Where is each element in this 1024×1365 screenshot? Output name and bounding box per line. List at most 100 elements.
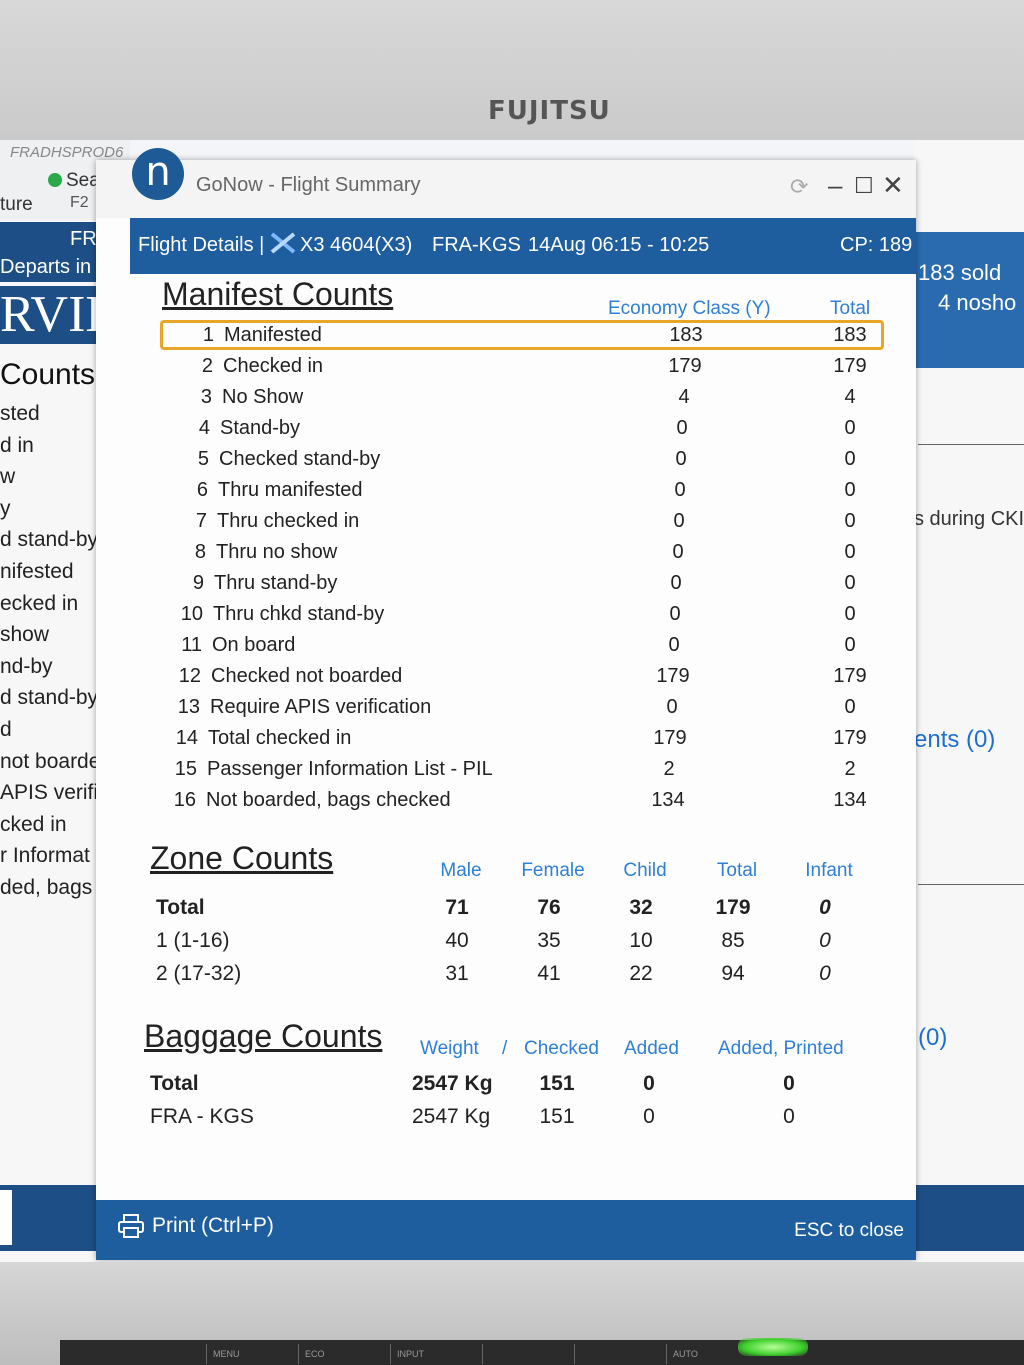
host-name: FRADHSPROD6 xyxy=(10,144,124,161)
row-label: Total checked in xyxy=(208,727,352,749)
minimize-button[interactable]: – xyxy=(828,170,843,200)
flight-number: X3 4604(X3) xyxy=(300,234,413,256)
manifest-row: 13 Require APIS verification 0 0 xyxy=(130,696,916,727)
row-label: Not boarded, bags checked xyxy=(206,789,451,811)
zone-label: 1 (1-16) xyxy=(156,929,230,952)
baggage-col-header: Weight xyxy=(420,1038,479,1059)
row-number: 8 xyxy=(194,541,206,563)
zone-value: 35 xyxy=(537,929,561,952)
search-shortcut: F2 xyxy=(70,194,89,211)
refresh-icon[interactable]: ⟳ xyxy=(790,174,809,199)
background-count-item: r Informat xyxy=(0,844,90,868)
zone-value: 76 xyxy=(537,896,561,919)
manifest-row: 4 Stand-by 0 0 xyxy=(130,417,916,448)
monitor-hw-button[interactable] xyxy=(574,1344,661,1364)
window-titlebar[interactable]: n GoNow - Flight Summary ⟳ – ☐ ✕ xyxy=(96,148,916,218)
row-number: 5 xyxy=(197,448,209,470)
baggage-checked: 151 xyxy=(539,1072,575,1095)
baggage-col-header: Checked xyxy=(524,1038,599,1059)
economy-count: 183 xyxy=(669,324,703,346)
monitor-hw-button[interactable]: INPUT xyxy=(390,1344,477,1364)
manifest-row: 7 Thru checked in 0 0 xyxy=(130,510,916,541)
zone-value: 10 xyxy=(629,929,653,952)
row-number: 1 xyxy=(202,324,214,346)
screen: FRADHSPROD6 Search ture F2 FRA-K Departs… xyxy=(0,140,1024,1262)
row-number: 9 xyxy=(192,572,204,594)
row-number: 2 xyxy=(201,355,213,377)
total-count: 179 xyxy=(833,665,867,687)
zone-col-header: Female xyxy=(521,860,585,881)
col-total: Total xyxy=(830,298,871,319)
background-count-item: nifested xyxy=(0,560,74,583)
print-button[interactable]: Print (Ctrl+P) xyxy=(118,1214,274,1246)
monitor-brand: FUJITSU xyxy=(488,96,611,126)
esc-hint: ESC to close xyxy=(794,1220,904,1241)
manifest-row: 16 Not boarded, bags checked 134 134 xyxy=(130,789,916,820)
manifest-row: 9 Thru stand-by 0 0 xyxy=(130,572,916,603)
total-count: 0 xyxy=(844,510,856,532)
background-count-item: show xyxy=(0,623,50,647)
monitor-hw-button[interactable]: MENU xyxy=(206,1344,293,1364)
row-number: 14 xyxy=(175,727,198,749)
row-number: 11 xyxy=(181,634,202,656)
economy-count: 0 xyxy=(674,479,686,501)
economy-count: 0 xyxy=(673,510,685,532)
background-count-item: cked in xyxy=(0,812,67,836)
counts-heading: Counts xyxy=(0,358,96,391)
baggage-added: 0 xyxy=(643,1072,655,1095)
baggage-col-header: Added xyxy=(624,1038,679,1059)
monitor-hw-button[interactable]: ECO xyxy=(298,1344,385,1364)
flight-details-bar: Flight Details | X3 4604(X3) FRA-KGS 14A… xyxy=(130,218,916,274)
close-button[interactable]: ✕ xyxy=(882,170,904,200)
row-label: Thru chkd stand-by xyxy=(213,603,385,625)
background-count-item: sted xyxy=(0,402,40,425)
row-label: Checked not boarded xyxy=(211,665,403,687)
events-link[interactable]: ents (0) xyxy=(914,726,996,753)
row-number: 10 xyxy=(180,603,203,625)
background-count-item: d stand-by xyxy=(0,686,99,710)
row-label: Thru stand-by xyxy=(214,572,338,594)
zero-link[interactable]: (0) xyxy=(918,1024,948,1051)
row-label: Thru no show xyxy=(216,541,338,563)
monitor-hw-button[interactable] xyxy=(482,1344,569,1364)
monitor-hw-button[interactable]: AUTO xyxy=(666,1344,753,1364)
background-count-item: d in xyxy=(0,433,34,457)
background-count-item: d stand-by xyxy=(0,528,99,552)
power-led-icon xyxy=(738,1338,808,1356)
background-count-item: not boarde xyxy=(0,749,101,773)
total-count: 0 xyxy=(844,696,856,718)
baggage-row: FRA - KGS 2547 Kg 151 0 0 xyxy=(130,1105,916,1138)
maximize-button[interactable]: ☐ xyxy=(854,173,874,198)
total-count: 0 xyxy=(844,634,856,656)
total-count: 183 xyxy=(833,324,867,346)
zone-col-header: Total xyxy=(716,860,758,881)
baggage-added: 0 xyxy=(643,1105,655,1128)
flight-summary-window: n GoNow - Flight Summary ⟳ – ☐ ✕ Flight … xyxy=(96,148,916,1260)
economy-count: 0 xyxy=(670,572,682,594)
total-count: 4 xyxy=(844,386,856,408)
manifest-row: 15 Passenger Information List - PIL 2 2 xyxy=(130,758,916,789)
manifest-row: 11 On board 0 0 xyxy=(130,634,916,665)
total-count: 134 xyxy=(833,789,867,811)
status-dot-icon xyxy=(48,173,62,187)
zone-value: 31 xyxy=(445,962,469,985)
total-count: 0 xyxy=(844,541,856,563)
economy-count: 2 xyxy=(663,758,675,780)
row-number: 13 xyxy=(177,696,200,718)
row-number: 15 xyxy=(174,758,197,780)
total-count: 0 xyxy=(844,417,856,439)
cki-note: s during CKI xyxy=(914,508,1024,530)
economy-count: 0 xyxy=(666,696,678,718)
row-number: 7 xyxy=(195,510,207,532)
manifest-row: 6 Thru manifested 0 0 xyxy=(130,479,916,510)
flight-route: FRA-KGS xyxy=(432,234,521,256)
manifest-row: 1 Manifested 183 183 xyxy=(130,324,916,355)
zone-row: 1 (1-16) 40 35 10 85 0 xyxy=(130,929,916,962)
baggage-row: Total 2547 Kg 151 0 0 xyxy=(130,1072,916,1105)
manifest-row: 12 Checked not boarded 179 179 xyxy=(130,665,916,696)
economy-count: 0 xyxy=(669,603,681,625)
row-number: 3 xyxy=(200,386,212,408)
sold-count: 183 sold xyxy=(918,260,1002,285)
zone-col-header: Male xyxy=(440,860,482,881)
monitor-bezel-top xyxy=(0,0,1024,150)
